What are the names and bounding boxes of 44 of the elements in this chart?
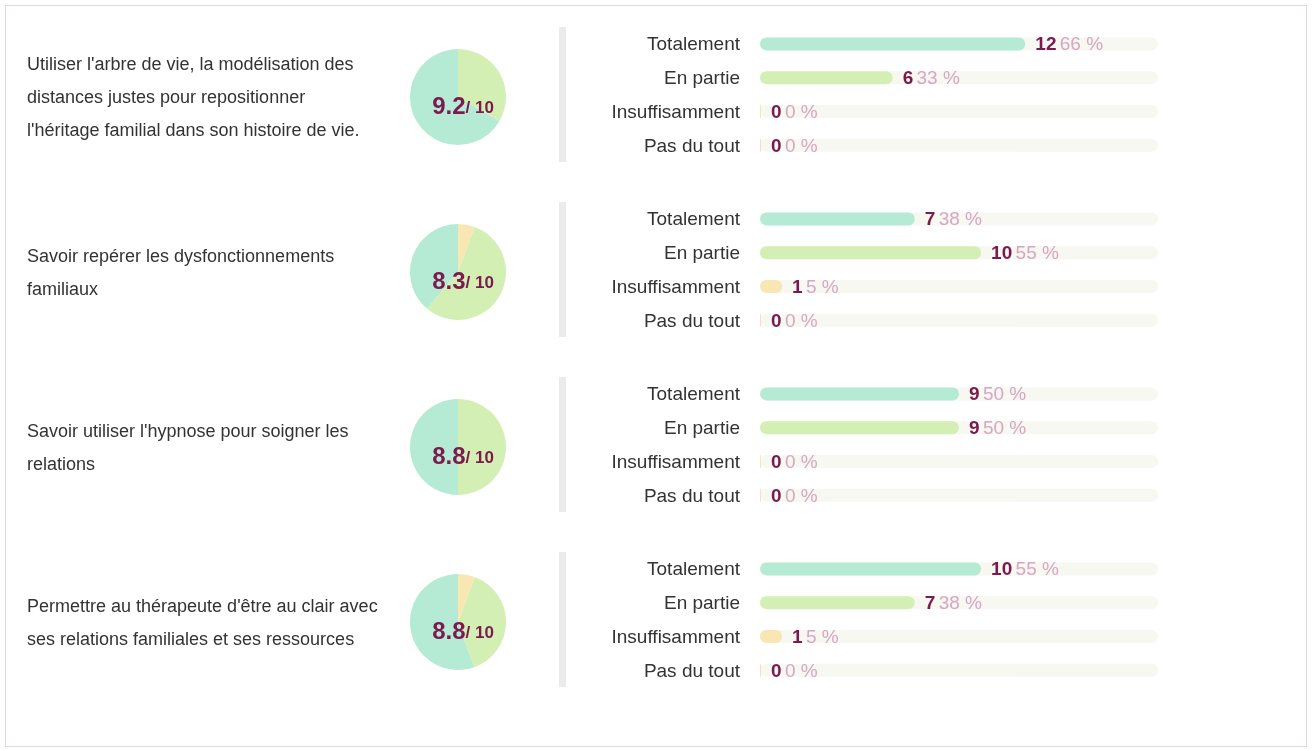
y-tick-label: Insuffisamment (611, 450, 741, 472)
text: 9.2 (432, 91, 466, 119)
text: 8.3 (432, 266, 466, 294)
text: Utiliser l'arbre de vie, la modélisation des distances justes pour repositionner l'héritage familial dans son histoire de vie. (27, 53, 361, 142)
data-label: 0 0 % (771, 134, 818, 156)
y-tick-label: Totalement (647, 383, 741, 405)
y-tick-label: En partie (663, 67, 740, 89)
data-label: 6 33 % (902, 67, 960, 89)
data-label: 0 0 % (771, 484, 818, 506)
y-tick-label: En partie (663, 242, 740, 264)
text: Permettre au thérapeute d'être au clair avec ses relations familiales et ses ressources (27, 594, 379, 651)
text: Savoir utiliser l'hypnose pour soigner les relations (27, 419, 350, 476)
text: / 10 (465, 97, 494, 117)
data-label: 10 55 % (991, 558, 1059, 580)
data-label: 0 0 % (771, 100, 818, 122)
data-label: 1 5 % (792, 275, 839, 297)
y-tick-label: Totalement (647, 208, 741, 230)
y-tick-label: En partie (663, 592, 740, 614)
data-label: 9 50 % (969, 417, 1027, 439)
y-tick-label: Insuffisamment (611, 275, 741, 297)
text: 8.8 (432, 441, 466, 469)
y-tick-label: Pas du tout (643, 484, 741, 506)
y-tick-label: Insuffisamment (611, 625, 741, 647)
y-tick-label: Totalement (647, 558, 741, 580)
data-label: 0 0 % (771, 659, 818, 681)
y-tick-label: Pas du tout (643, 659, 741, 681)
text: / 10 (465, 447, 494, 467)
data-label: 9 50 % (969, 383, 1027, 405)
data-label: 1 5 % (792, 625, 839, 647)
data-label: 7 38 % (924, 208, 983, 230)
data-label: 12 66 % (1035, 33, 1104, 55)
y-tick-label: Insuffisamment (611, 100, 741, 122)
y-tick-label: Totalement (647, 33, 741, 55)
data-label: 7 38 % (924, 592, 983, 614)
data-label: 10 55 % (991, 242, 1059, 264)
text: 8.8 (432, 616, 466, 644)
data-label: 0 0 % (771, 309, 818, 331)
y-tick-label: En partie (663, 417, 740, 439)
text: / 10 (465, 622, 494, 642)
y-tick-label: Pas du tout (643, 134, 741, 156)
text: Savoir repérer les dysfonctionnements familiaux (27, 244, 336, 301)
y-tick-label: Pas du tout (643, 309, 741, 331)
text: / 10 (465, 272, 494, 292)
data-label: 0 0 % (771, 450, 818, 472)
